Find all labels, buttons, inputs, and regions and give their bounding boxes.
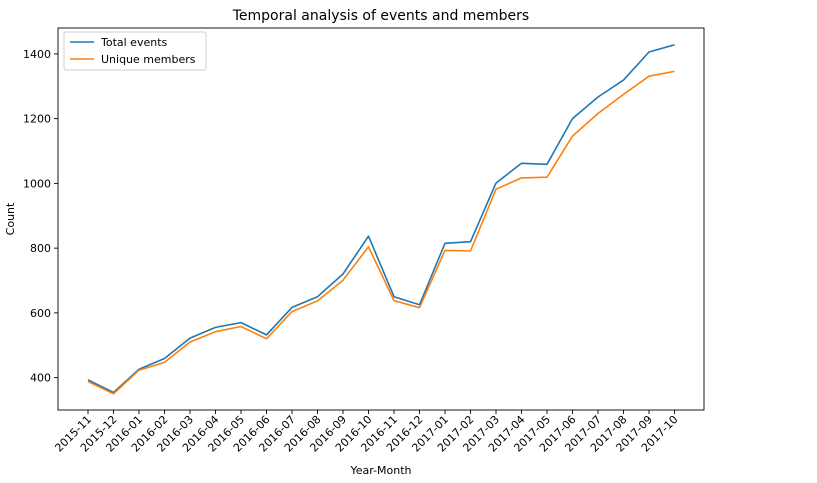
x-axis-label: Year-Month — [349, 464, 411, 477]
plot-frame — [57, 27, 705, 411]
series-line-0 — [87, 44, 675, 394]
legend-label-1: Unique members — [101, 53, 196, 66]
legend-label-0: Total events — [100, 36, 168, 49]
y-tick-label-0: 400 — [30, 372, 51, 385]
y-tick-label-2: 800 — [30, 242, 51, 255]
y-tick-label-4: 1200 — [23, 113, 51, 126]
y-tick-label-1: 600 — [30, 307, 51, 320]
y-tick-label-3: 1000 — [23, 177, 51, 190]
y-tick-label-5: 1400 — [23, 48, 51, 61]
legend-box — [63, 31, 207, 71]
chart-title: Temporal analysis of events and members — [232, 8, 529, 24]
y-axis-label: Count — [4, 202, 17, 235]
series-line-1 — [87, 70, 675, 395]
